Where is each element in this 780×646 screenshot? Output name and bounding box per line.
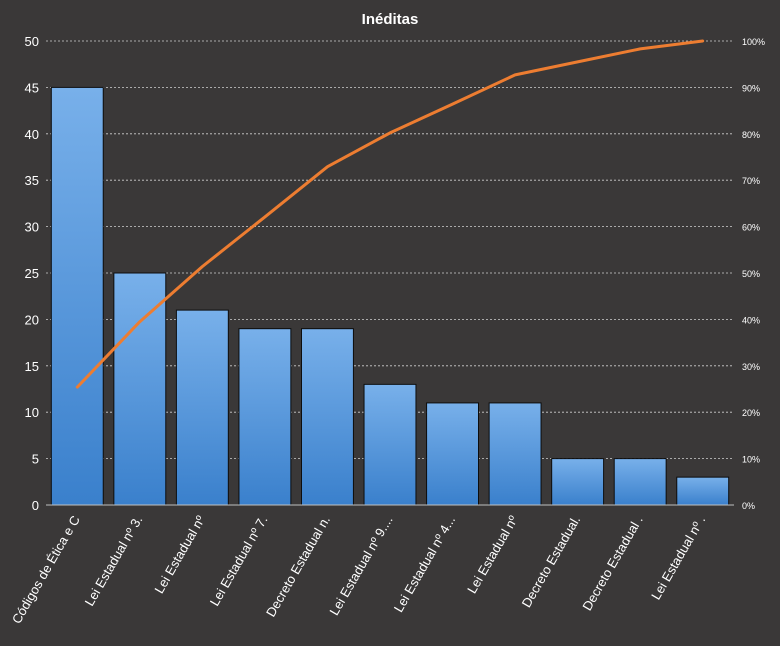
bar: [238, 328, 292, 506]
y-tick-label: 15: [25, 359, 39, 374]
x-tick-label: Lei Estadual nº .: [648, 513, 708, 602]
x-tick-label: Códigos de Ética e C: [9, 513, 83, 626]
bar: [113, 272, 167, 506]
bars: [50, 86, 730, 506]
y2-tick-label: 50%: [742, 269, 760, 279]
bar: [676, 476, 730, 506]
y2-tick-label: 100%: [742, 37, 765, 47]
y2-tick-label: 0%: [742, 501, 755, 511]
y2-tick-label: 80%: [742, 130, 760, 140]
x-tick-label: Decreto Estadual .: [579, 513, 645, 613]
bar: [613, 458, 667, 506]
cumulative-line-path: [75, 39, 705, 389]
y-tick-label: 45: [25, 80, 39, 95]
y-tick-label: 10: [25, 405, 39, 420]
y-tick-label: 40: [25, 127, 39, 142]
cumulative-line: [75, 39, 705, 389]
bar: [175, 309, 229, 506]
y-tick-label: 5: [32, 452, 39, 467]
x-tick-label: Lei Estadual nº 9....: [326, 513, 395, 618]
y-tick-label: 25: [25, 266, 39, 281]
chart-title: Inéditas: [362, 11, 419, 28]
x-tick-label: Decreto Estadual.: [519, 513, 584, 610]
y-axis: 0 5 10 15 20 25 30 35 40 45 50: [25, 34, 39, 513]
bar: [300, 328, 354, 506]
y2-tick-label: 70%: [742, 176, 760, 186]
x-tick-label: Lei Estadual nº: [464, 513, 521, 596]
x-tick-label: Lei Estadual nº: [151, 513, 208, 596]
y2-tick-label: 90%: [742, 83, 760, 93]
y2-tick-label: 40%: [742, 315, 760, 325]
x-tick-label: Decreto Estadual n.: [263, 513, 333, 619]
y2-tick-label: 10%: [742, 455, 760, 465]
y-tick-label: 20: [25, 312, 39, 327]
y2-axis: 0% 10% 20% 30% 40% 50% 60% 70% 80% 90% 100%: [742, 37, 765, 511]
y2-tick-label: 30%: [742, 362, 760, 372]
y-tick-label: 35: [25, 173, 39, 188]
y-tick-label: 50: [25, 34, 39, 49]
y-tick-label: 30: [25, 220, 39, 235]
gridlines: [46, 40, 734, 460]
bar: [551, 458, 605, 506]
y-tick-label: 0: [32, 498, 39, 513]
y2-tick-label: 60%: [742, 223, 760, 233]
y2-tick-label: 20%: [742, 408, 760, 418]
x-tick-label: Lei Estadual nº 4...: [391, 513, 458, 615]
bar: [363, 383, 417, 506]
x-tick-label: Lei Estadual nº 3.: [82, 513, 146, 608]
bar: [426, 402, 480, 506]
bar: [488, 402, 542, 506]
x-tick-label: Lei Estadual nº 7.: [207, 513, 271, 608]
bar: [50, 86, 104, 506]
